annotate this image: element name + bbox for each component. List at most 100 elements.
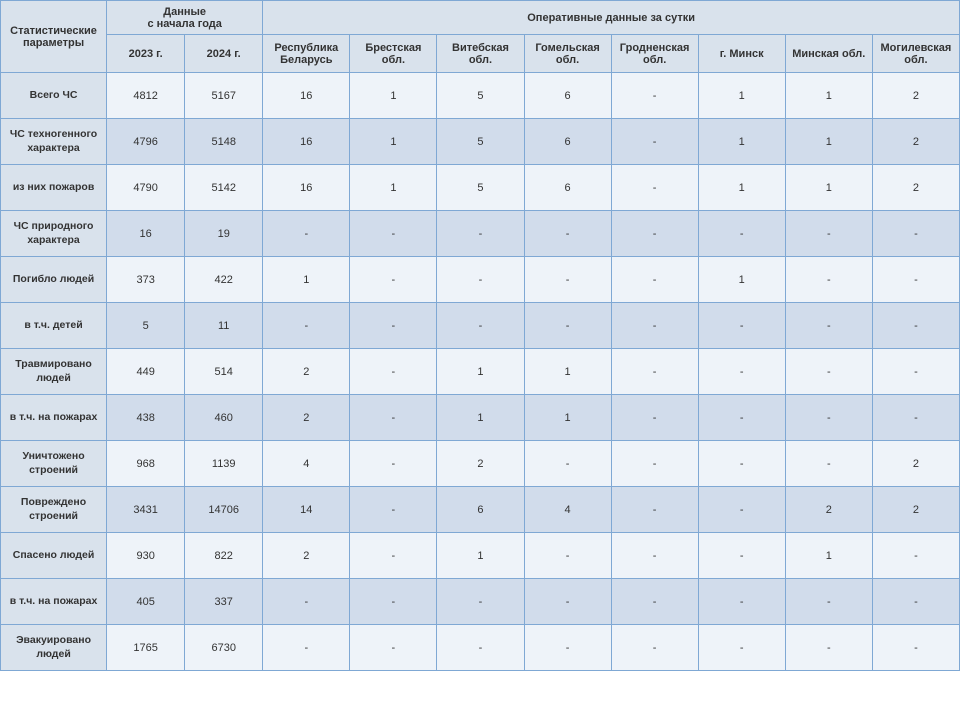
- data-cell: -: [524, 257, 611, 303]
- header-region-brest: Брестская обл.: [350, 35, 437, 73]
- data-cell: -: [524, 441, 611, 487]
- data-cell: 5: [107, 303, 185, 349]
- table-row: ЧС природного характера1619--------: [1, 211, 960, 257]
- data-cell: 438: [107, 395, 185, 441]
- data-cell: -: [785, 625, 872, 671]
- data-cell: 1: [785, 119, 872, 165]
- data-cell: -: [611, 165, 698, 211]
- data-cell: 2: [263, 533, 350, 579]
- data-cell: -: [611, 441, 698, 487]
- data-cell: 5167: [185, 73, 263, 119]
- header-region-grodno: Гродненская обл.: [611, 35, 698, 73]
- data-cell: 5: [437, 73, 524, 119]
- header-region-minsk-city: г. Минск: [698, 35, 785, 73]
- data-cell: 5142: [185, 165, 263, 211]
- table-row: Погибло людей3734221----1--: [1, 257, 960, 303]
- table-header: Статистические параметры Данные с начала…: [1, 1, 960, 73]
- data-cell: 405: [107, 579, 185, 625]
- data-cell: 2: [263, 349, 350, 395]
- data-cell: 1: [350, 165, 437, 211]
- header-region-belarus: Республика Беларусь: [263, 35, 350, 73]
- data-cell: 5: [437, 119, 524, 165]
- data-cell: -: [785, 579, 872, 625]
- data-cell: -: [611, 257, 698, 303]
- data-cell: 930: [107, 533, 185, 579]
- data-cell: -: [611, 73, 698, 119]
- data-cell: 2: [872, 119, 959, 165]
- data-cell: 968: [107, 441, 185, 487]
- data-cell: 6: [524, 119, 611, 165]
- row-label: в т.ч. детей: [1, 303, 107, 349]
- data-cell: 373: [107, 257, 185, 303]
- data-cell: -: [611, 579, 698, 625]
- data-cell: 2: [872, 165, 959, 211]
- data-cell: -: [437, 625, 524, 671]
- data-cell: -: [437, 211, 524, 257]
- header-region-mogilev: Могилевская обл.: [872, 35, 959, 73]
- data-cell: -: [350, 303, 437, 349]
- data-cell: -: [437, 579, 524, 625]
- row-label: в т.ч. на пожарах: [1, 579, 107, 625]
- data-cell: 514: [185, 349, 263, 395]
- data-cell: 1: [698, 257, 785, 303]
- data-cell: 14706: [185, 487, 263, 533]
- data-cell: -: [263, 579, 350, 625]
- row-label: Повреждено строений: [1, 487, 107, 533]
- data-cell: -: [698, 303, 785, 349]
- header-year-2024: 2024 г.: [185, 35, 263, 73]
- data-cell: -: [872, 257, 959, 303]
- data-cell: -: [872, 395, 959, 441]
- data-cell: 2: [437, 441, 524, 487]
- data-cell: 2: [872, 441, 959, 487]
- data-cell: 337: [185, 579, 263, 625]
- data-cell: 1: [785, 533, 872, 579]
- header-year-2023: 2023 г.: [107, 35, 185, 73]
- data-cell: 1: [263, 257, 350, 303]
- table-row: Уничтожено строений96811394-2----2: [1, 441, 960, 487]
- data-cell: -: [437, 303, 524, 349]
- data-cell: -: [611, 349, 698, 395]
- data-cell: -: [698, 349, 785, 395]
- data-cell: 5148: [185, 119, 263, 165]
- data-cell: 2: [263, 395, 350, 441]
- data-cell: 4790: [107, 165, 185, 211]
- header-region-gomel: Гомельская обл.: [524, 35, 611, 73]
- data-cell: -: [698, 625, 785, 671]
- data-cell: -: [872, 533, 959, 579]
- data-cell: 4: [524, 487, 611, 533]
- table-body: Всего ЧС4812516716156-112ЧС техногенного…: [1, 73, 960, 671]
- data-cell: -: [524, 303, 611, 349]
- table-row: из них пожаров4790514216156-112: [1, 165, 960, 211]
- data-cell: 16: [263, 119, 350, 165]
- data-cell: -: [524, 625, 611, 671]
- data-cell: 16: [263, 73, 350, 119]
- table-row: Спасено людей9308222-1---1-: [1, 533, 960, 579]
- data-cell: 1139: [185, 441, 263, 487]
- data-cell: -: [437, 257, 524, 303]
- data-cell: -: [785, 257, 872, 303]
- table-row: ЧС техногенного характера4796514816156-1…: [1, 119, 960, 165]
- data-cell: -: [872, 579, 959, 625]
- data-cell: -: [524, 579, 611, 625]
- data-cell: 1: [785, 73, 872, 119]
- data-cell: -: [872, 349, 959, 395]
- data-cell: 1: [350, 119, 437, 165]
- data-cell: -: [350, 211, 437, 257]
- data-cell: 1: [698, 119, 785, 165]
- data-cell: 4: [263, 441, 350, 487]
- data-cell: 1: [698, 73, 785, 119]
- data-cell: -: [611, 395, 698, 441]
- data-cell: 1: [785, 165, 872, 211]
- data-cell: -: [263, 211, 350, 257]
- row-label: Уничтожено строений: [1, 441, 107, 487]
- data-cell: -: [524, 533, 611, 579]
- row-label: Всего ЧС: [1, 73, 107, 119]
- header-daily-group: Оперативные данные за сутки: [263, 1, 960, 35]
- data-cell: 4812: [107, 73, 185, 119]
- table-row: в т.ч. на пожарах405337--------: [1, 579, 960, 625]
- data-cell: -: [698, 441, 785, 487]
- data-cell: 6730: [185, 625, 263, 671]
- data-cell: -: [872, 211, 959, 257]
- data-cell: 2: [872, 73, 959, 119]
- data-cell: -: [785, 211, 872, 257]
